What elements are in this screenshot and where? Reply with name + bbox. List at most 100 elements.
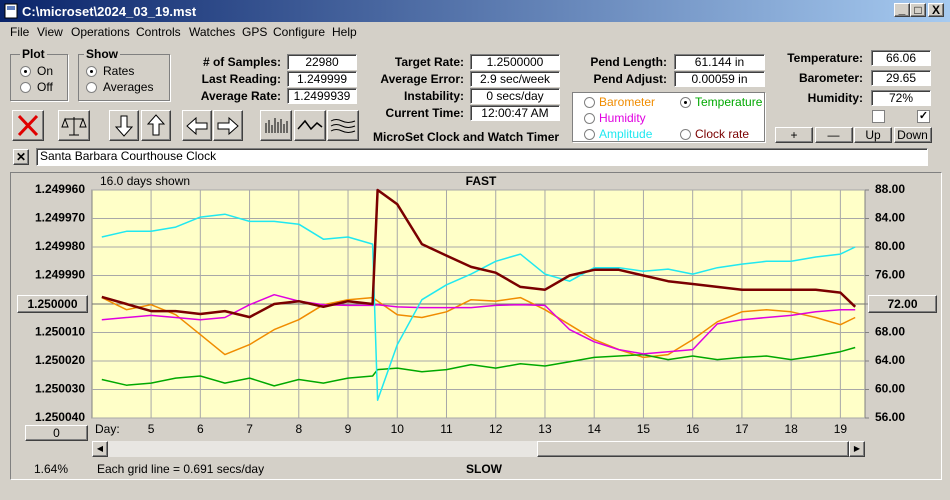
- maximize-button[interactable]: □: [910, 3, 926, 17]
- x-tick-label: 9: [345, 422, 352, 436]
- x-tick-label: 12: [489, 422, 503, 436]
- x-tick-label: 17: [735, 422, 749, 436]
- adjust-button[interactable]: +: [775, 127, 813, 143]
- legend-radio[interactable]: [584, 97, 595, 108]
- radio[interactable]: [20, 66, 31, 77]
- show-group: [78, 54, 170, 101]
- legend-label[interactable]: Amplitude: [599, 127, 653, 141]
- field-label: # of Samples:: [202, 55, 281, 69]
- bars-button[interactable]: [260, 110, 292, 141]
- legend-radio[interactable]: [584, 113, 595, 124]
- x-axis-label: Day:: [95, 422, 120, 436]
- menu-item[interactable]: View: [37, 25, 63, 39]
- menu-item[interactable]: GPS: [242, 25, 268, 39]
- legend-radio[interactable]: [680, 97, 691, 108]
- app-icon: [4, 3, 18, 19]
- icon: [217, 116, 239, 136]
- menu-item[interactable]: Configure: [273, 25, 326, 39]
- radio-label: Averages: [103, 80, 154, 94]
- wave-button[interactable]: [327, 110, 359, 141]
- field-value: 29.65: [871, 70, 931, 86]
- legend-label[interactable]: Clock rate: [695, 127, 750, 141]
- x-tick-label: 10: [391, 422, 405, 436]
- y2-center-button[interactable]: 72.00: [868, 295, 937, 313]
- minimize-button[interactable]: _: [894, 3, 910, 17]
- y-tick-label: 1.250010: [35, 325, 85, 339]
- x-tick-label: 5: [148, 422, 155, 436]
- icon: [114, 115, 134, 137]
- window-title: C:\microset\2024_03_19.mst: [22, 4, 197, 19]
- down-button[interactable]: [109, 110, 139, 141]
- right-button[interactable]: [213, 110, 243, 141]
- icon: [17, 114, 39, 137]
- x-tick-label: 19: [834, 422, 848, 436]
- scrollbar[interactable]: ◀ ▶: [92, 441, 865, 457]
- close-button[interactable]: X: [928, 3, 944, 17]
- y-center-button[interactable]: 1.250000: [17, 295, 88, 313]
- field-value: 1.2499939: [287, 88, 357, 104]
- field-value: 72%: [871, 90, 931, 106]
- series-line: [101, 213, 856, 401]
- adjust-button[interactable]: —: [814, 127, 853, 143]
- menu-item[interactable]: Operations: [71, 25, 130, 39]
- slow-label: SLOW: [466, 462, 502, 476]
- radio-label: Off: [37, 80, 53, 94]
- reset-button[interactable]: 0: [25, 425, 88, 441]
- series-line: [101, 296, 856, 359]
- fast-label: FAST: [466, 174, 497, 188]
- stop-button[interactable]: [12, 110, 44, 141]
- clear-button[interactable]: ✕: [13, 149, 29, 165]
- field-value: 12:00:47 AM: [470, 105, 560, 121]
- icon: [265, 118, 288, 133]
- legend-radio[interactable]: [584, 129, 595, 140]
- left-button[interactable]: [182, 110, 212, 141]
- grid-note: Each grid line = 0.691 secs/day: [97, 462, 265, 476]
- group-title: Show: [84, 47, 120, 61]
- y-tick-label: 1.249970: [35, 211, 85, 225]
- scroll-left[interactable]: ◀: [92, 441, 108, 457]
- field-value: 1.249999: [287, 71, 357, 87]
- radio[interactable]: [86, 82, 97, 93]
- x-tick-label: 7: [246, 422, 253, 436]
- balance-button[interactable]: [58, 110, 90, 141]
- watch-name-input[interactable]: Santa Barbara Courthouse Clock: [36, 148, 928, 166]
- x-tick-label: 13: [538, 422, 552, 436]
- line-button[interactable]: [294, 110, 326, 141]
- radio[interactable]: [86, 66, 97, 77]
- menu-item[interactable]: Help: [332, 25, 357, 39]
- app-heading: MicroSet Clock and Watch Timer: [373, 130, 560, 144]
- icon: [330, 119, 356, 133]
- radio[interactable]: [20, 82, 31, 93]
- x-tick-label: 14: [588, 422, 602, 436]
- field-label: Average Error:: [380, 72, 464, 86]
- x-tick-label: 8: [295, 422, 302, 436]
- checkbox[interactable]: [872, 110, 885, 123]
- field-value: 61.144 in: [674, 54, 765, 70]
- y2-tick-label: 60.00: [875, 382, 905, 396]
- x-tick-label: 15: [637, 422, 651, 436]
- menu-item[interactable]: File: [10, 25, 30, 39]
- y2-tick-label: 80.00: [875, 239, 905, 253]
- legend-label[interactable]: Barometer: [599, 95, 656, 109]
- scroll-thumb[interactable]: [537, 441, 849, 457]
- menu-item[interactable]: Controls: [136, 25, 181, 39]
- y-tick-label: 1.249990: [35, 268, 85, 282]
- adjust-button[interactable]: Up: [854, 127, 892, 143]
- scroll-right[interactable]: ▶: [849, 441, 865, 457]
- field-value: 22980: [287, 54, 357, 70]
- field-label: Current Time:: [385, 106, 464, 120]
- y2-tick-label: 88.00: [875, 182, 905, 196]
- legend-label[interactable]: Temperature: [695, 95, 763, 109]
- up-button[interactable]: [141, 110, 171, 141]
- menu-item[interactable]: Watches: [189, 25, 236, 39]
- adjust-button[interactable]: Down: [893, 127, 932, 143]
- field-value: 2.9 sec/week: [470, 71, 560, 87]
- icon: [146, 114, 166, 136]
- checkbox-checked[interactable]: ✓: [917, 110, 930, 123]
- field-label: Last Reading:: [201, 72, 281, 86]
- y-tick-label: 1.249960: [35, 182, 85, 196]
- legend-label[interactable]: Humidity: [599, 111, 646, 125]
- legend-radio[interactable]: [680, 129, 691, 140]
